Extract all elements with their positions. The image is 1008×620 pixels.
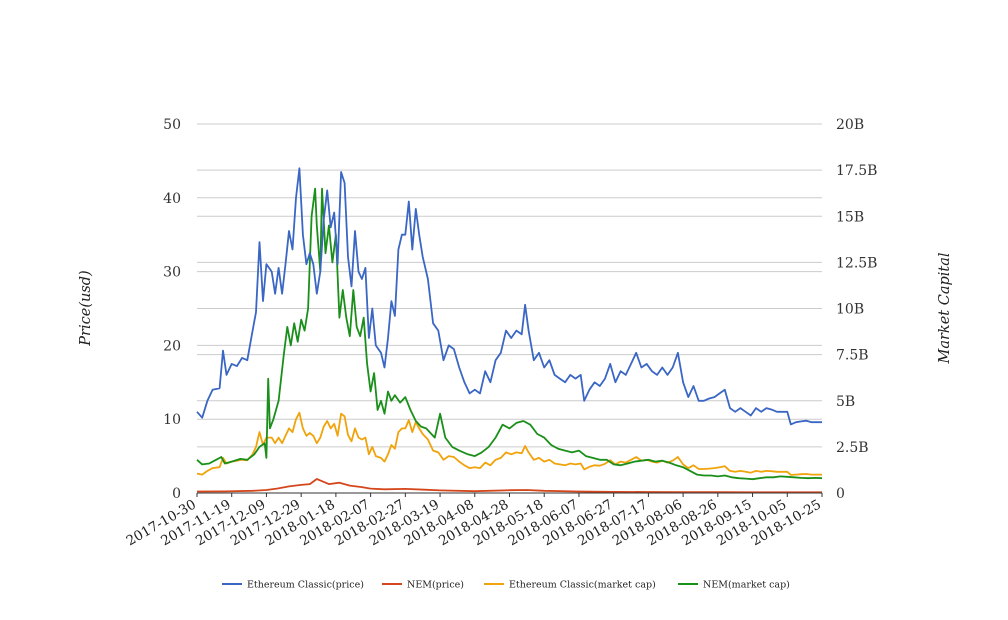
legend-label: Ethereum Classic(market cap) bbox=[509, 580, 656, 591]
y-tick-label: 40 bbox=[163, 191, 181, 207]
series-line-1 bbox=[196, 478, 822, 494]
legend-label: NEM(price) bbox=[407, 580, 464, 591]
grid bbox=[197, 123, 822, 448]
y-tick-label: 0 bbox=[172, 486, 181, 502]
y2-tick-label: 17.5B bbox=[836, 163, 877, 179]
y-tick-label: 50 bbox=[163, 117, 181, 133]
series-line-2 bbox=[196, 411, 822, 476]
legend-item[interactable]: Ethereum Classic(price) bbox=[222, 580, 364, 591]
y2-tick-label: 10B bbox=[836, 302, 864, 318]
y2-tick-label: 20B bbox=[836, 117, 864, 133]
series-line-0 bbox=[196, 167, 822, 426]
y-tick-label: 20 bbox=[163, 338, 181, 354]
y2-tick-label: 2.5B bbox=[836, 440, 869, 456]
y-tick-label: 30 bbox=[163, 265, 181, 281]
y2-axis-title: Market Capital bbox=[937, 252, 953, 364]
series-layer bbox=[196, 167, 823, 494]
y2-tick-label: 15B bbox=[836, 209, 864, 225]
axes: 0 10 20 30 40 50 0 2.5B 5B 7.5B 10B 12.5B 15B 17.5B 20… bbox=[124, 117, 878, 549]
y2-tick-label: 0 bbox=[836, 486, 845, 502]
legend-label: Ethereum Classic(price) bbox=[247, 580, 364, 591]
y-axis-title: Price(usd) bbox=[78, 270, 94, 346]
series-line-3 bbox=[196, 187, 823, 481]
legend-label: NEM(market cap) bbox=[703, 580, 790, 591]
legend-item[interactable]: Ethereum Classic(market cap) bbox=[484, 580, 656, 591]
y2-tick-label: 5B bbox=[836, 394, 855, 410]
y2-tick-label: 7.5B bbox=[836, 348, 869, 364]
legend: Ethereum Classic(price) NEM(price) Ethereu… bbox=[222, 580, 790, 591]
y2-tick-label: 12.5B bbox=[836, 255, 877, 271]
legend-item[interactable]: NEM(market cap) bbox=[678, 580, 790, 591]
legend-item[interactable]: NEM(price) bbox=[382, 580, 464, 591]
y-tick-label: 10 bbox=[163, 412, 181, 428]
